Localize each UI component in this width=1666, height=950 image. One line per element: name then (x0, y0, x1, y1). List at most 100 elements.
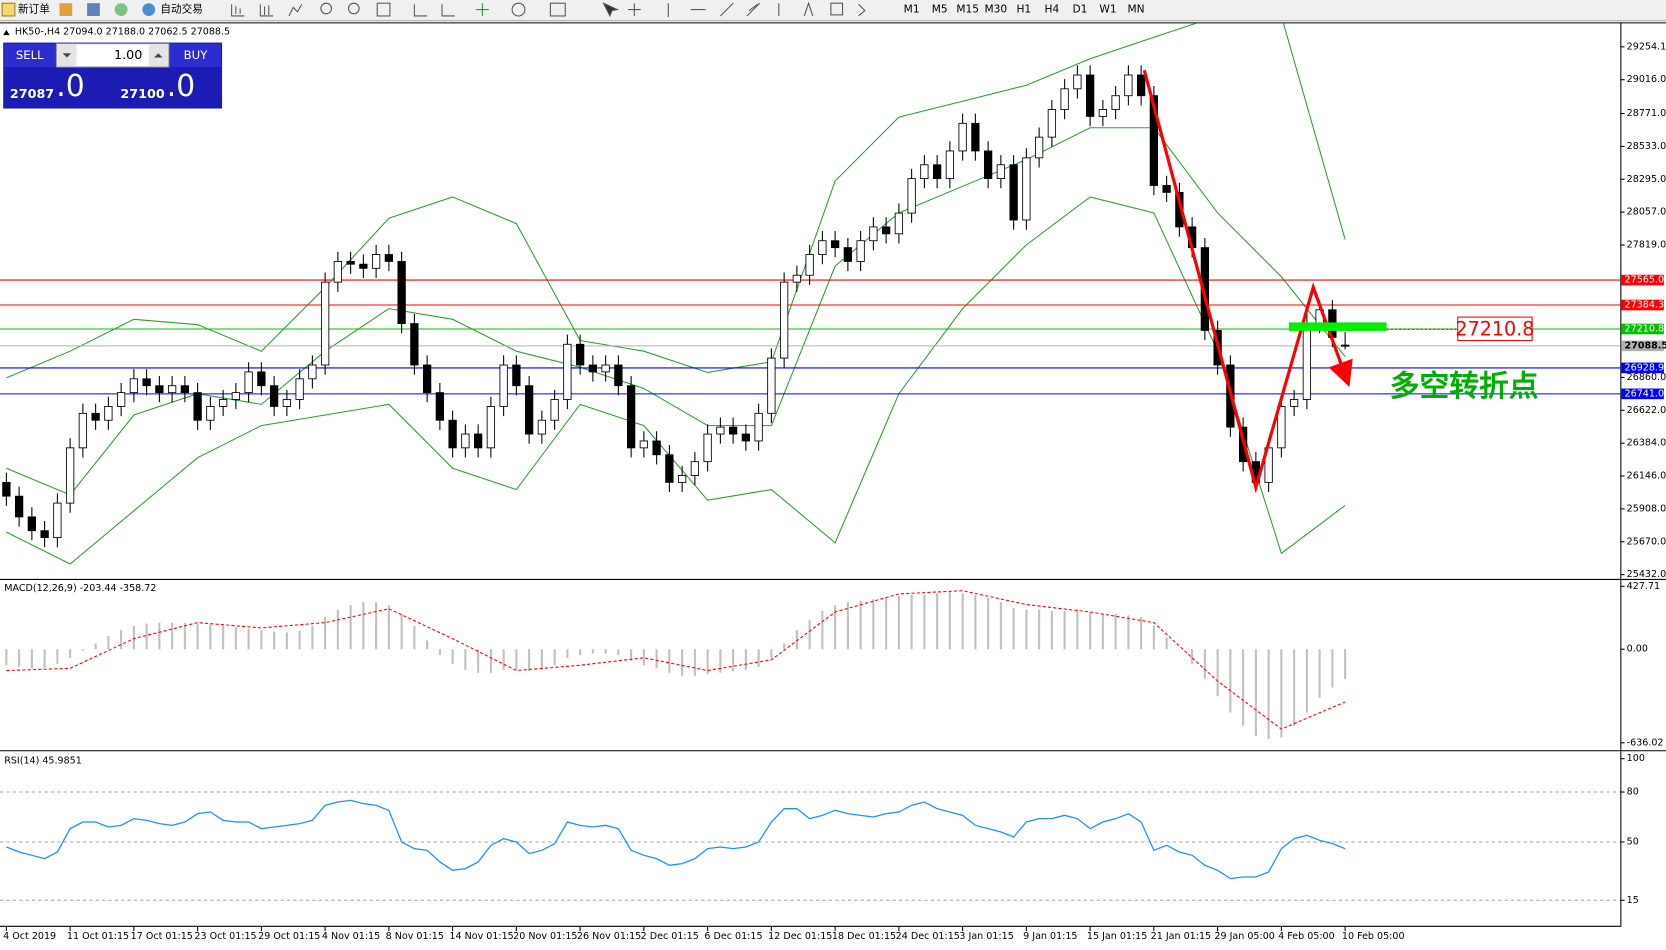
candle-body (614, 364, 623, 387)
chart-title: HK50-,H4 27094.0 27188.0 27062.5 27088.5 (15, 26, 230, 37)
y-tick-label: 100 (1627, 753, 1645, 764)
candle-body (1289, 399, 1299, 407)
candle-body (1149, 95, 1159, 186)
buy-price-box[interactable] (113, 68, 221, 108)
x-tick-label: 6 Dec 01:15 (704, 931, 762, 942)
candle-body (524, 385, 534, 435)
candle-body (435, 392, 445, 421)
x-tick-label: 18 Dec 01:15 (832, 931, 896, 942)
candle-body (932, 164, 942, 180)
x-tick-label: 17 Oct 01:15 (131, 931, 193, 942)
price-level-tag (1621, 299, 1664, 311)
macd-signal (6, 590, 1346, 730)
candle-body (257, 371, 266, 387)
icon[interactable] (87, 3, 100, 16)
candle-body (397, 261, 406, 324)
candle-body (129, 378, 139, 394)
candle-body (473, 433, 483, 449)
y-tick-label: 25432.0 (1627, 569, 1666, 580)
new-order-button[interactable]: 新订单 (18, 3, 50, 16)
candle-body (805, 254, 814, 276)
candle-body (639, 440, 649, 449)
candle-body (588, 364, 598, 373)
candle-body (1047, 109, 1057, 138)
candle-body (116, 392, 126, 407)
candle-body (1060, 88, 1069, 110)
candle-body (269, 385, 279, 407)
candle-body (767, 357, 776, 414)
y-tick-label: 50 (1627, 836, 1639, 847)
candle-body (818, 240, 827, 255)
lots-up-arrow (154, 53, 163, 58)
new-order-icon[interactable] (1, 2, 16, 17)
x-tick-label: 9 Jan 01:15 (1023, 931, 1077, 942)
auto-trading-icon[interactable] (142, 3, 156, 16)
price-level-label: 27384.3 (1625, 300, 1664, 311)
candle-body (830, 240, 840, 249)
level-highlight (1288, 322, 1387, 331)
timeframe-button[interactable]: M5 (932, 3, 948, 16)
annotation-arrow (1142, 69, 1353, 494)
candle-body (550, 399, 559, 421)
timeframe-button[interactable]: MN (1127, 3, 1144, 16)
timeframe-button[interactable]: D1 (1072, 3, 1087, 16)
price-level-tag (1621, 274, 1664, 286)
rsi-line (6, 799, 1346, 880)
candle-body (422, 364, 432, 394)
auto-trading-button[interactable]: 自动交易 (160, 3, 202, 16)
candle-body (78, 412, 88, 449)
candle-body (2, 481, 11, 497)
candle-body (1022, 157, 1031, 221)
lots-value[interactable]: 1.00 (114, 48, 142, 63)
bollinger-lower (6, 196, 1346, 565)
timeframe-button[interactable]: H1 (1016, 3, 1031, 16)
candle-body (1098, 109, 1108, 117)
candle-body (180, 385, 190, 394)
lots-input[interactable] (55, 43, 170, 68)
sell-label[interactable]: SELL (16, 48, 44, 62)
price-level-label: 27565.0 (1625, 275, 1664, 286)
timeframe-button[interactable]: M1 (904, 3, 920, 16)
candle-body (320, 281, 330, 366)
candle-body (14, 495, 24, 518)
candle-body (652, 440, 661, 456)
candle-body (716, 426, 725, 435)
candle-body (741, 433, 751, 442)
candle-body (665, 454, 674, 483)
candle-body (1124, 74, 1133, 97)
buy-button[interactable] (170, 43, 221, 68)
candle-body (881, 226, 891, 235)
x-tick-label: 8 Nov 01:15 (386, 931, 444, 942)
price-level-tag (1621, 362, 1664, 374)
candle-body (65, 447, 75, 504)
x-tick-label: 10 Feb 05:00 (1342, 931, 1405, 942)
icon[interactable] (114, 3, 128, 16)
collapse-icon[interactable] (3, 29, 10, 36)
sell-button[interactable] (4, 43, 56, 68)
sell-price-box[interactable] (4, 68, 112, 108)
buy-label[interactable]: BUY (184, 48, 209, 62)
bollinger-upper (6, 23, 1346, 379)
toolbar-icons[interactable] (231, 1, 866, 18)
timeframe-button[interactable]: M15 (956, 3, 979, 16)
timeframe-button[interactable]: M30 (984, 3, 1007, 16)
price-level-label: 26928.9 (1625, 362, 1664, 373)
timeframe-button[interactable]: H4 (1045, 3, 1060, 16)
candle-body (512, 364, 521, 387)
icon[interactable] (59, 3, 73, 16)
candle-body (218, 399, 228, 407)
candle-body (779, 281, 789, 359)
candle-body (371, 254, 381, 269)
toolbar (0, 0, 1666, 21)
candle-body (359, 263, 368, 269)
candle-body (894, 212, 904, 235)
candle-body (843, 247, 853, 262)
timeframe-button[interactable]: W1 (1099, 3, 1116, 16)
candle-body (1277, 406, 1286, 449)
price-level-label: 27088.5 (1625, 340, 1666, 351)
y-tick-label: 80 (1627, 787, 1639, 798)
candle-body (703, 433, 712, 463)
candle-body (1200, 247, 1210, 331)
price-level-tag (1621, 323, 1664, 335)
